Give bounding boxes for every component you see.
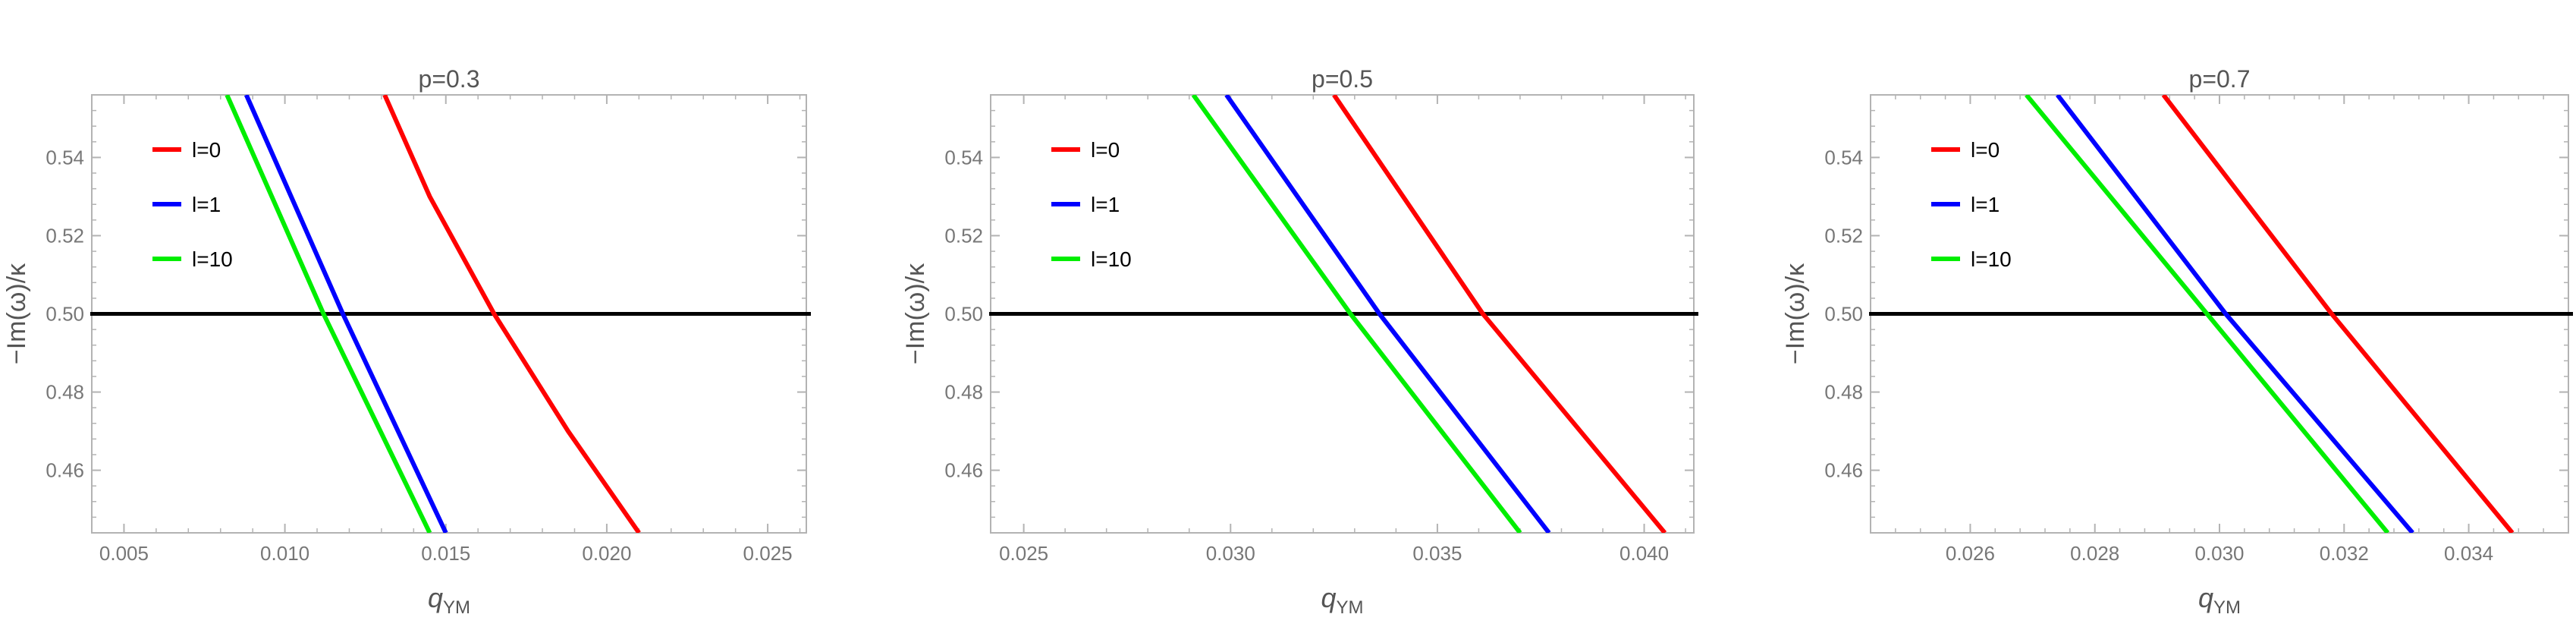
y-tick-label: 0.48 — [944, 381, 983, 404]
y-tick-label: 0.52 — [944, 224, 983, 247]
y-axis-label: −Im(ω)/κ — [901, 263, 930, 364]
x-tick-label: 0.032 — [2320, 542, 2369, 565]
legend-label: l=10 — [192, 247, 233, 271]
y-tick-label: 0.52 — [1824, 224, 1863, 247]
y-tick-label: 0.48 — [1824, 381, 1863, 404]
x-tick-label: 0.025 — [743, 542, 793, 565]
series-line-l-10 — [1191, 95, 1522, 533]
series-line-l-0 — [2161, 95, 2515, 533]
y-tick-label: 0.54 — [46, 146, 84, 169]
legend-label: l=10 — [1091, 247, 1132, 271]
chart-panel-1: 0.005 0.010 0.015 0.020 0.025 0.46 0.48 0.50 0.5… — [2, 65, 811, 618]
chart-panel-2: 0.025 0.030 0.035 0.040 0.46 0.48 0.50 0.52 0.54… — [901, 65, 1698, 618]
legend-label: l=1 — [1971, 193, 2000, 216]
y-tick-label: 0.46 — [46, 459, 84, 482]
y-tick-label: 0.48 — [46, 381, 84, 404]
series-line-l-0 — [1332, 95, 1667, 533]
chart-title: p=0.5 — [1312, 65, 1373, 93]
x-tick-label: 0.030 — [2194, 542, 2244, 565]
legend-label: l=1 — [1091, 193, 1120, 216]
chart-title: p=0.7 — [2189, 65, 2251, 93]
y-tick-label: 0.50 — [46, 303, 84, 326]
legend-label: l=1 — [192, 193, 221, 216]
x-axis-label: qYM — [1321, 582, 1363, 618]
x-tick-label: 0.025 — [999, 542, 1048, 565]
legend-label: l=10 — [1971, 247, 2012, 271]
x-axis-label: qYM — [428, 582, 470, 618]
x-tick-label: 0.030 — [1206, 542, 1255, 565]
x-tick-label: 0.005 — [99, 542, 149, 565]
legend-label: l=0 — [1091, 138, 1120, 162]
y-tick-label: 0.54 — [1824, 146, 1863, 169]
y-tick-label: 0.50 — [1824, 303, 1863, 326]
x-tick-label: 0.028 — [2070, 542, 2119, 565]
series-line-l-0 — [382, 95, 641, 533]
chart-panel-3: 0.026 0.028 0.030 0.032 0.034 0.46 0.48 0.50 0.5… — [1781, 65, 2573, 618]
x-axis-label: qYM — [2198, 582, 2241, 618]
series-line-l-1 — [2056, 95, 2414, 533]
y-tick-label: 0.46 — [944, 459, 983, 482]
x-tick-label: 0.034 — [2444, 542, 2493, 565]
x-tick-label: 0.040 — [1619, 542, 1669, 565]
legend-label: l=0 — [192, 138, 221, 162]
y-tick-label: 0.54 — [944, 146, 983, 169]
x-tick-label: 0.010 — [260, 542, 309, 565]
x-tick-label: 0.015 — [421, 542, 470, 565]
y-axis-label: −Im(ω)/κ — [2, 263, 31, 364]
x-tick-label: 0.035 — [1412, 542, 1462, 565]
legend-label: l=0 — [1971, 138, 2000, 162]
chart-title: p=0.3 — [419, 65, 480, 93]
y-axis-label: −Im(ω)/κ — [1781, 263, 1810, 364]
series-line-l-10 — [225, 95, 432, 533]
y-tick-label: 0.46 — [1824, 459, 1863, 482]
series-line-l-1 — [1224, 95, 1551, 533]
x-tick-label: 0.026 — [1946, 542, 1995, 565]
x-tick-label: 0.020 — [582, 542, 631, 565]
series-line-l-10 — [2025, 95, 2390, 533]
y-tick-label: 0.50 — [944, 303, 983, 326]
y-tick-label: 0.52 — [46, 224, 84, 247]
series-line-l-1 — [243, 95, 448, 533]
